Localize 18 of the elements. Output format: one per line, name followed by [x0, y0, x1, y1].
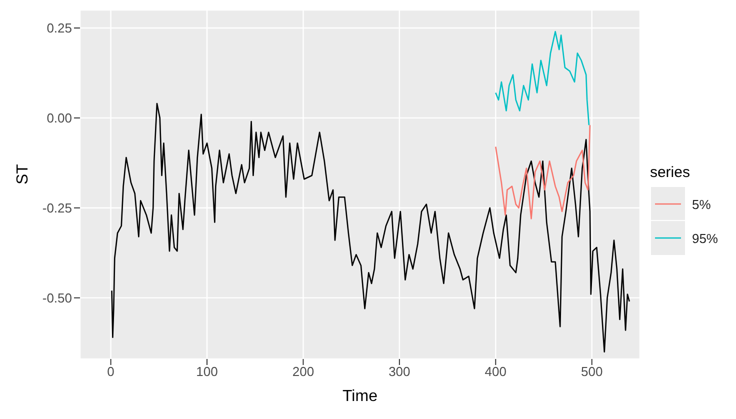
- legend-title: series: [650, 164, 691, 181]
- y-axis-title: ST: [14, 164, 32, 184]
- x-tick-label: 100: [196, 364, 218, 380]
- y-tick-label: -0.25: [42, 200, 72, 216]
- legend-label: 5%: [692, 196, 711, 212]
- y-tick-label: 0.25: [46, 20, 72, 36]
- x-tick-label: 500: [581, 364, 603, 380]
- y-tick-label: -0.50: [42, 290, 72, 306]
- x-tick-label: 400: [484, 364, 506, 380]
- legend-label: 95%: [692, 230, 718, 246]
- x-tick-label: 300: [388, 364, 410, 380]
- y-tick-label: 0.00: [46, 110, 72, 126]
- x-axis-title: Time: [342, 388, 378, 405]
- x-tick-label: 200: [292, 364, 314, 380]
- line-series: [111, 102, 630, 352]
- x-tick-label: 0: [107, 364, 114, 380]
- line-series: [494, 124, 591, 220]
- line-series: [494, 30, 590, 126]
